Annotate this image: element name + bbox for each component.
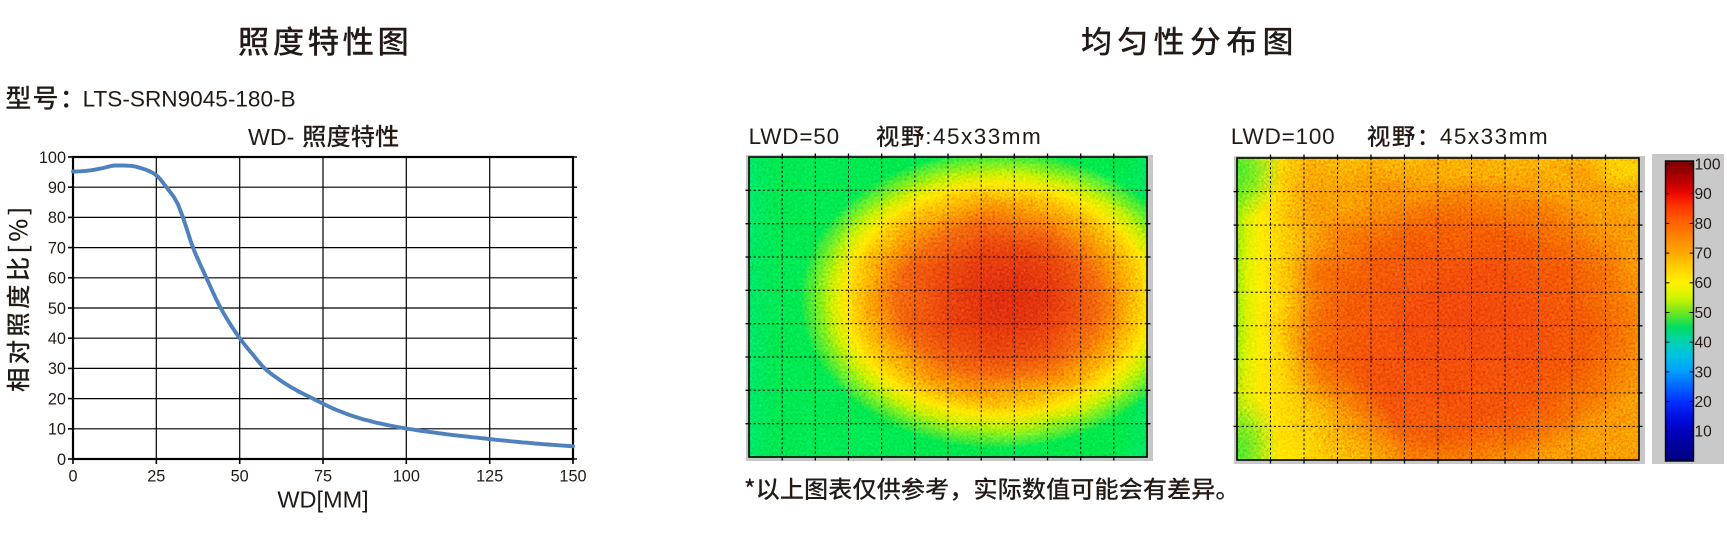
svg-text:50: 50 bbox=[48, 300, 66, 318]
svg-text:10: 10 bbox=[1695, 424, 1713, 441]
svg-text:80: 80 bbox=[48, 209, 66, 227]
svg-text:30: 30 bbox=[1695, 364, 1713, 381]
svg-text:50: 50 bbox=[1695, 305, 1713, 322]
svg-text:125: 125 bbox=[476, 468, 503, 486]
svg-text:100: 100 bbox=[393, 468, 420, 486]
svg-text:40: 40 bbox=[1695, 335, 1713, 352]
svg-text:75: 75 bbox=[314, 468, 332, 486]
svg-text:LWD=50: LWD=50 bbox=[749, 124, 840, 149]
svg-text:70: 70 bbox=[1695, 246, 1713, 263]
svg-text:100: 100 bbox=[39, 149, 66, 167]
svg-text:30: 30 bbox=[48, 360, 66, 378]
svg-text:150: 150 bbox=[559, 468, 586, 486]
svg-text:60: 60 bbox=[1695, 275, 1713, 292]
svg-text:LTS-SRN9045-180-B: LTS-SRN9045-180-B bbox=[83, 86, 296, 111]
svg-text:10: 10 bbox=[48, 421, 66, 439]
svg-text:20: 20 bbox=[1695, 394, 1713, 411]
svg-text:WD-: WD- bbox=[248, 124, 294, 150]
svg-text:50: 50 bbox=[231, 468, 249, 486]
svg-text:70: 70 bbox=[48, 239, 66, 257]
svg-text::45x33mm: :45x33mm bbox=[925, 124, 1042, 149]
svg-text:90: 90 bbox=[1695, 186, 1713, 203]
svg-text:LWD=100: LWD=100 bbox=[1231, 124, 1336, 149]
svg-text:90: 90 bbox=[48, 179, 66, 197]
svg-text:80: 80 bbox=[1695, 216, 1713, 233]
svg-text:45x33mm: 45x33mm bbox=[1440, 124, 1549, 149]
svg-text:20: 20 bbox=[48, 390, 66, 408]
svg-text:60: 60 bbox=[48, 270, 66, 288]
svg-text:40: 40 bbox=[48, 330, 66, 348]
svg-text:0: 0 bbox=[57, 451, 66, 469]
svg-text:WD[MM]: WD[MM] bbox=[277, 487, 368, 513]
svg-text:25: 25 bbox=[147, 468, 165, 486]
svg-text:0: 0 bbox=[68, 468, 77, 486]
svg-text:100: 100 bbox=[1695, 156, 1721, 173]
